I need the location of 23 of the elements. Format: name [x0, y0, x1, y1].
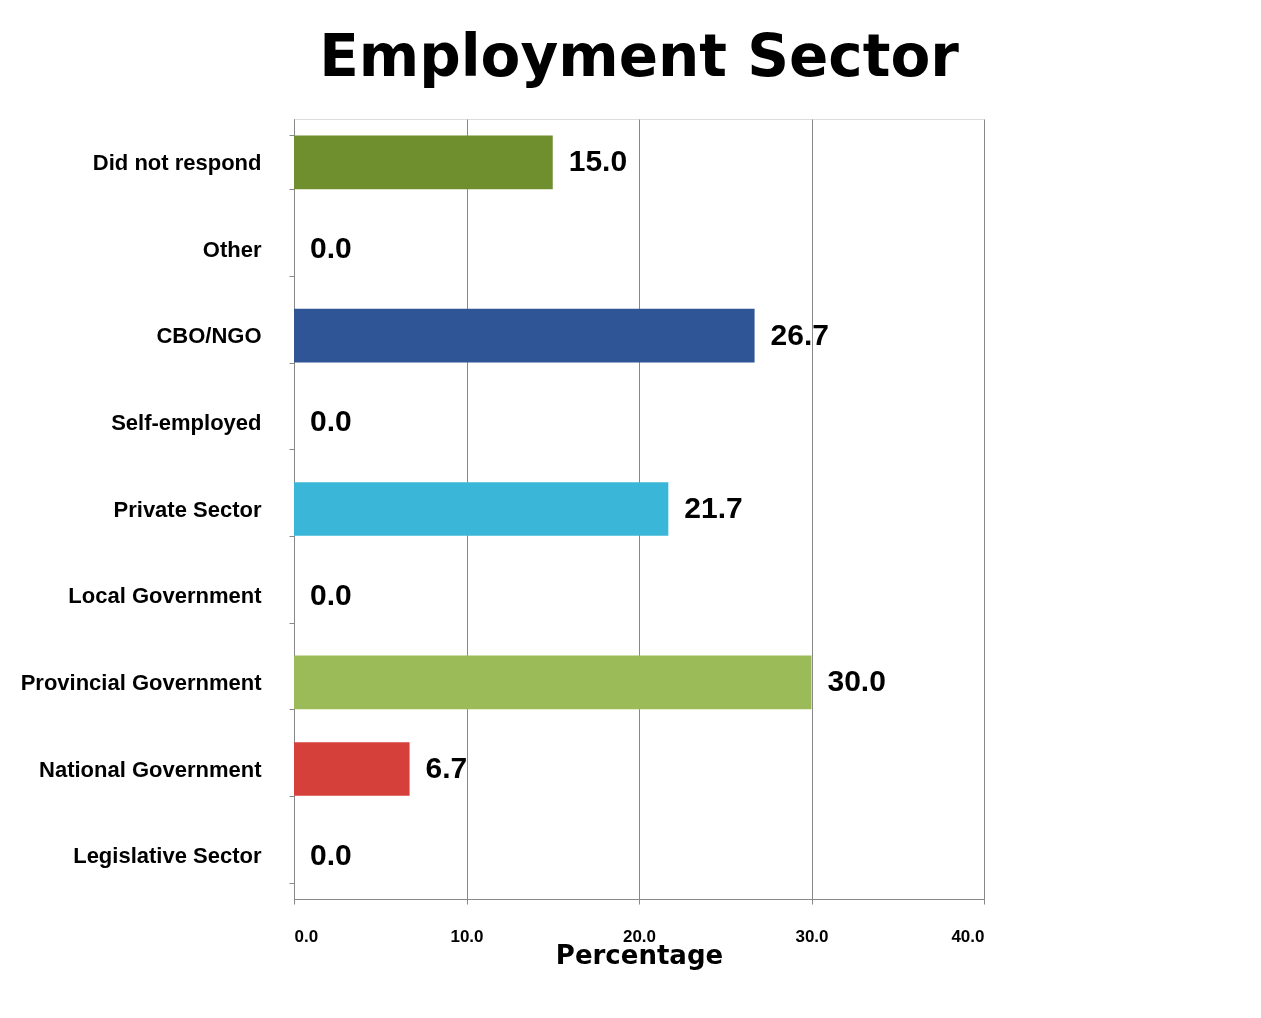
y-tick-label: Other	[202, 236, 262, 262]
y-tick-label: Legislative Sector	[73, 843, 262, 869]
data-label: 15.0	[568, 144, 628, 178]
x-tick-label: 40.0	[951, 926, 985, 946]
data-label: 26.7	[770, 317, 829, 351]
y-tick-label: Provincial Government	[20, 669, 263, 695]
x-tick-label: 10.0	[450, 926, 484, 946]
x-tick-label: 0.0	[294, 926, 319, 946]
y-tick-label: Self-employed	[111, 409, 262, 435]
y-tick-label: Private Sector	[113, 496, 262, 522]
x-tick-label: 30.0	[795, 926, 829, 946]
data-label: 0.0	[310, 404, 352, 438]
data-label: 0.0	[310, 837, 352, 871]
y-tick-label: National Government	[39, 756, 263, 782]
data-label: 6.7	[425, 751, 468, 784]
y-tick-label: Local Government	[68, 583, 263, 609]
data-label: 0.0	[310, 577, 352, 611]
y-tick-label: CBO/NGO	[156, 323, 262, 349]
y-tick-label: Did not respond	[92, 149, 262, 175]
data-label: 21.7	[684, 491, 743, 524]
chart-title: Employment Sector	[319, 22, 960, 90]
data-label: 30.0	[827, 664, 886, 698]
data-label: 0.0	[310, 231, 352, 264]
